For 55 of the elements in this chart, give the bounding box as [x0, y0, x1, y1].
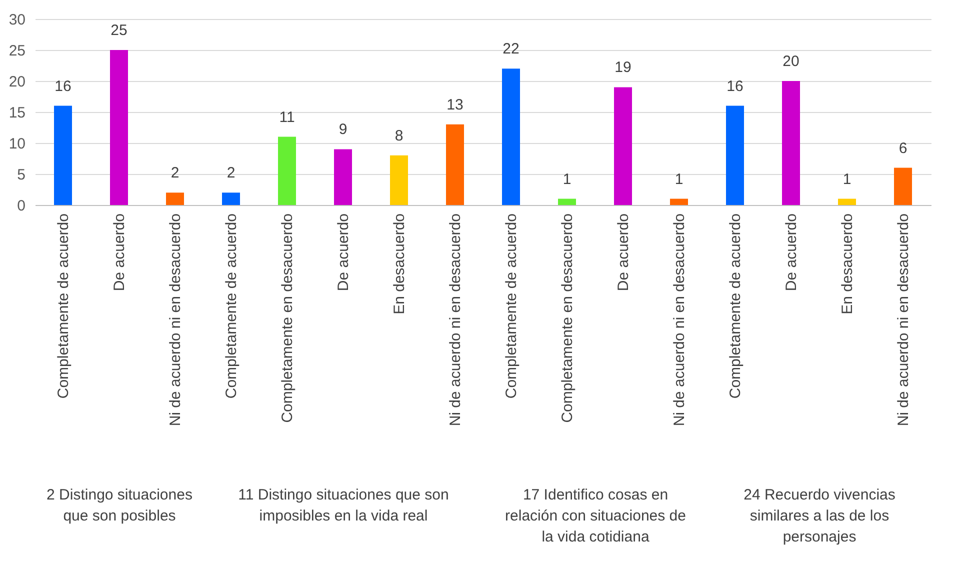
- x-axis-title: 2 Distingo situaciones que son posibles: [46, 486, 192, 524]
- x-tick-label: En desacuerdo: [391, 214, 408, 314]
- y-tick-label: 5: [17, 166, 26, 184]
- x-tick-label: Completamente de acuerdo: [503, 214, 520, 399]
- x-tick-label: De acuerdo: [111, 214, 128, 292]
- x-axis-title: 24 Recuerdo vivencias similares a las de los personajes: [744, 486, 896, 546]
- data-label: 2: [226, 164, 236, 182]
- x-tick-label: Completamente en desacuerdo: [279, 214, 296, 423]
- data-label: 2: [170, 164, 180, 182]
- bar: [54, 106, 72, 205]
- y-tick-label: 25: [8, 42, 26, 60]
- data-label: 8: [394, 127, 404, 144]
- x-tick-label: Ni de acuerdo ni en desacuerdo: [447, 214, 464, 426]
- y-tick-label: 10: [8, 136, 26, 152]
- x-tick-label: Completamente de acuerdo: [727, 214, 744, 399]
- y-tick-label: 15: [8, 104, 26, 122]
- x-tick-label: Ni de acuerdo ni en desacuerdo: [895, 214, 912, 426]
- bar: [278, 136, 296, 205]
- x-tick-label: De acuerdo: [783, 214, 800, 292]
- x-tick-label: Completamente en desacuerdo: [559, 214, 576, 423]
- x-tick-label: Ni de acuerdo ni en desacuerdo: [671, 214, 688, 426]
- bar: [726, 106, 744, 205]
- data-label: 22: [502, 40, 520, 58]
- bar: [110, 50, 128, 205]
- data-label: 11: [279, 108, 295, 126]
- data-label: 25: [110, 22, 128, 39]
- data-label: 19: [614, 59, 632, 76]
- x-tick-label: Completamente de acuerdo: [223, 214, 240, 399]
- y-tick-label: 20: [8, 74, 26, 90]
- data-label: 16: [54, 78, 72, 95]
- data-label: 1: [674, 170, 684, 188]
- x-tick-label: En desacuerdo: [839, 214, 856, 314]
- data-label: 6: [898, 140, 908, 157]
- bar: [390, 155, 408, 205]
- bar: [166, 192, 184, 205]
- data-label: 1: [562, 170, 572, 188]
- data-label: 9: [338, 121, 348, 138]
- y-tick-label: 0: [17, 198, 26, 214]
- bar: [782, 81, 800, 205]
- x-tick-label: Ni de acuerdo ni en desacuerdo: [167, 214, 184, 426]
- bar: [446, 124, 464, 205]
- x-axis-title: 11 Distingo situaciones que son imposibles en la vida real: [238, 486, 449, 524]
- x-axis-title: 17 Identifico cosas en relación con situaciones de la vida cotidiana: [505, 486, 686, 546]
- data-label: 20: [782, 53, 800, 70]
- bar: [894, 168, 912, 205]
- y-tick-label: 30: [8, 12, 26, 28]
- bar: [838, 198, 856, 205]
- x-tick-label: De acuerdo: [335, 214, 352, 292]
- data-label: 1: [842, 170, 852, 188]
- data-label: 13: [446, 96, 464, 114]
- x-tick-label: De acuerdo: [615, 214, 632, 292]
- bar: [222, 192, 240, 205]
- x-tick-label: Completamente de acuerdo: [55, 214, 72, 399]
- bar: [334, 149, 352, 205]
- data-label: 16: [726, 78, 744, 95]
